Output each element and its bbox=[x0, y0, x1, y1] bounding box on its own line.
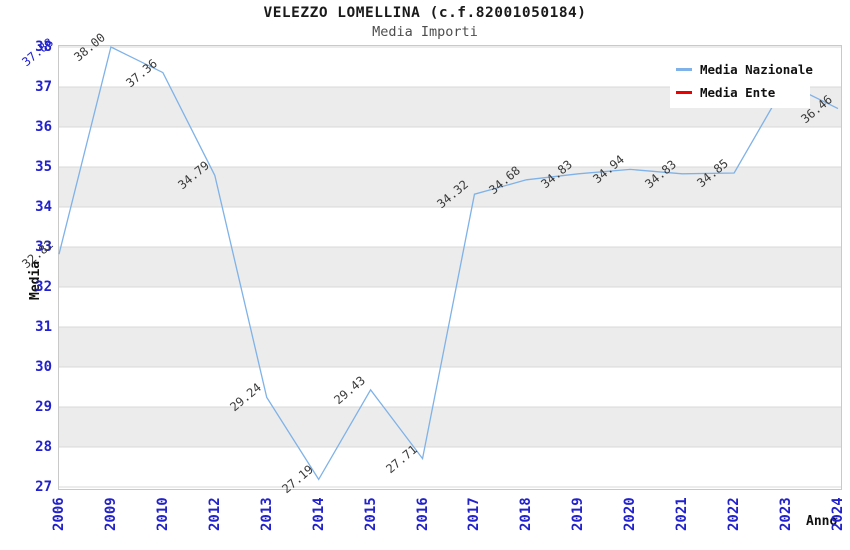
chart-title: VELEZZO LOMELLINA (c.f.82001050184) bbox=[263, 5, 587, 21]
grid-band bbox=[58, 327, 842, 367]
y-tick-label: 28 bbox=[35, 439, 52, 455]
x-tick-label: 2014 bbox=[310, 497, 327, 531]
y-tick-label: 36 bbox=[35, 119, 52, 135]
x-tick-label: 2021 bbox=[674, 497, 691, 531]
x-tick-label: 2019 bbox=[570, 497, 587, 531]
y-tick-label: 32 bbox=[35, 279, 52, 295]
series-line-media-nazionale bbox=[58, 46, 839, 481]
y-tick-label: 30 bbox=[35, 359, 52, 375]
y-tick-label: 27 bbox=[35, 479, 52, 495]
y-tick-label: 29 bbox=[35, 399, 52, 415]
x-tick-label: 2010 bbox=[154, 497, 171, 531]
legend: Media Nazionale Media Ente bbox=[670, 53, 813, 108]
chart-subtitle: Media Importi bbox=[372, 24, 478, 40]
legend-item-media-ente: Media Ente bbox=[670, 81, 810, 104]
x-tick-label: 2020 bbox=[622, 497, 639, 531]
legend-label-media-nazionale: Media Nazionale bbox=[700, 62, 813, 77]
x-tick-label: 2022 bbox=[726, 497, 743, 531]
y-tick-label: 37 bbox=[35, 79, 52, 95]
media-ente-line-swatch bbox=[676, 91, 692, 94]
legend-label-media-ente: Media Ente bbox=[700, 85, 776, 100]
y-tick-label: 34 bbox=[35, 199, 52, 215]
grid-band bbox=[58, 247, 842, 287]
x-tick-label: 2012 bbox=[206, 497, 223, 531]
y-tick-label: 33 bbox=[35, 239, 52, 255]
x-tick-label: 2015 bbox=[362, 497, 379, 531]
x-tick-label: 2016 bbox=[414, 497, 431, 531]
y-tick-label: 38 bbox=[35, 39, 52, 55]
x-tick-label: 2006 bbox=[51, 497, 67, 531]
media-nazionale-line-swatch bbox=[676, 68, 692, 71]
x-tick-label: 2009 bbox=[102, 497, 119, 531]
x-tick-label: 2023 bbox=[778, 497, 795, 531]
plot-border bbox=[58, 45, 842, 490]
x-tick-label: 2018 bbox=[518, 497, 535, 531]
y-tick-label: 35 bbox=[35, 159, 52, 175]
x-tick-label: 2017 bbox=[466, 497, 483, 531]
y-tick-label: 31 bbox=[35, 319, 52, 335]
x-axis-title: Anno bbox=[806, 514, 838, 529]
legend-item-media-nazionale: Media Nazionale bbox=[670, 58, 813, 81]
x-tick-label: 2024 bbox=[830, 497, 846, 531]
x-tick-label: 2013 bbox=[258, 497, 275, 531]
grid-band bbox=[58, 407, 842, 447]
